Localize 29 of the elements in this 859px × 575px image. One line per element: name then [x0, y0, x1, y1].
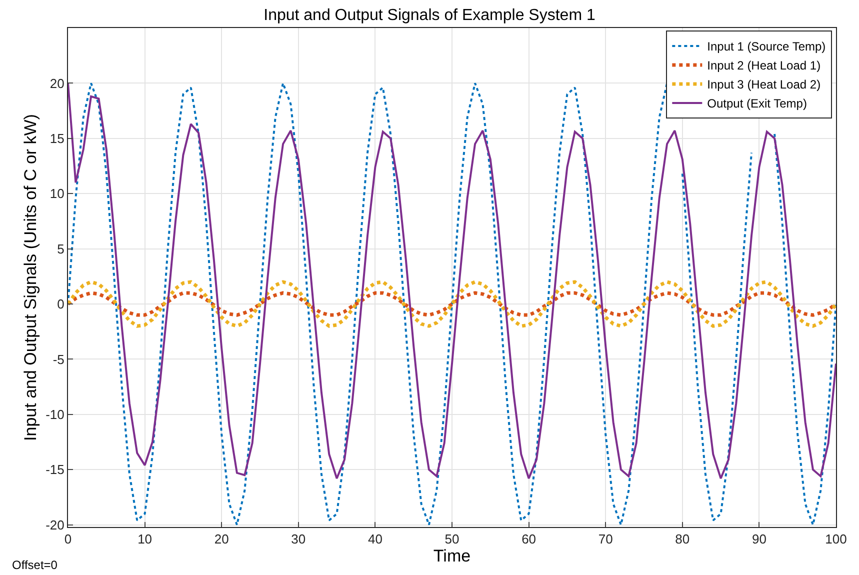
x-tick-label: 10	[138, 532, 152, 547]
legend-label: Output (Exit Temp)	[707, 96, 807, 111]
y-axis-title: Input and Output Signals (Units of C or kW)	[21, 114, 40, 441]
x-tick-label: 60	[522, 532, 536, 547]
x-tick-label: 80	[675, 532, 690, 547]
y-tick-label: -5	[52, 352, 64, 367]
legend-label: Input 3 (Heat Load 2)	[707, 78, 821, 92]
legend-label: Input 1 (Source Temp)	[707, 40, 826, 54]
y-tick-label: -15	[46, 462, 64, 478]
y-tick-label: 10	[50, 186, 64, 202]
x-tick-label: 70	[598, 532, 613, 547]
y-tick-label: -10	[46, 406, 64, 422]
x-tick-label: 30	[291, 532, 306, 547]
y-tick-label: 5	[57, 241, 64, 256]
x-tick-label: 100	[825, 532, 847, 547]
x-axis-title: Time	[433, 546, 471, 566]
y-tick-label: 0	[57, 296, 64, 312]
x-tick-label: 20	[214, 532, 229, 547]
line-series	[68, 280, 836, 328]
line-series	[68, 291, 836, 317]
y-tick-label: 15	[50, 130, 64, 146]
x-tick-label: 40	[368, 532, 382, 547]
y-tick-label: 20	[50, 76, 64, 91]
x-tick-label: 50	[444, 532, 460, 547]
text: Offset=0	[12, 558, 58, 572]
x-tick-label: 90	[752, 532, 766, 547]
chart-title: Input and Output Signals of Example System 1	[264, 6, 596, 24]
y-tick-label: -20	[46, 517, 64, 532]
legend-label: Input 2 (Heat Load 1)	[707, 58, 821, 73]
